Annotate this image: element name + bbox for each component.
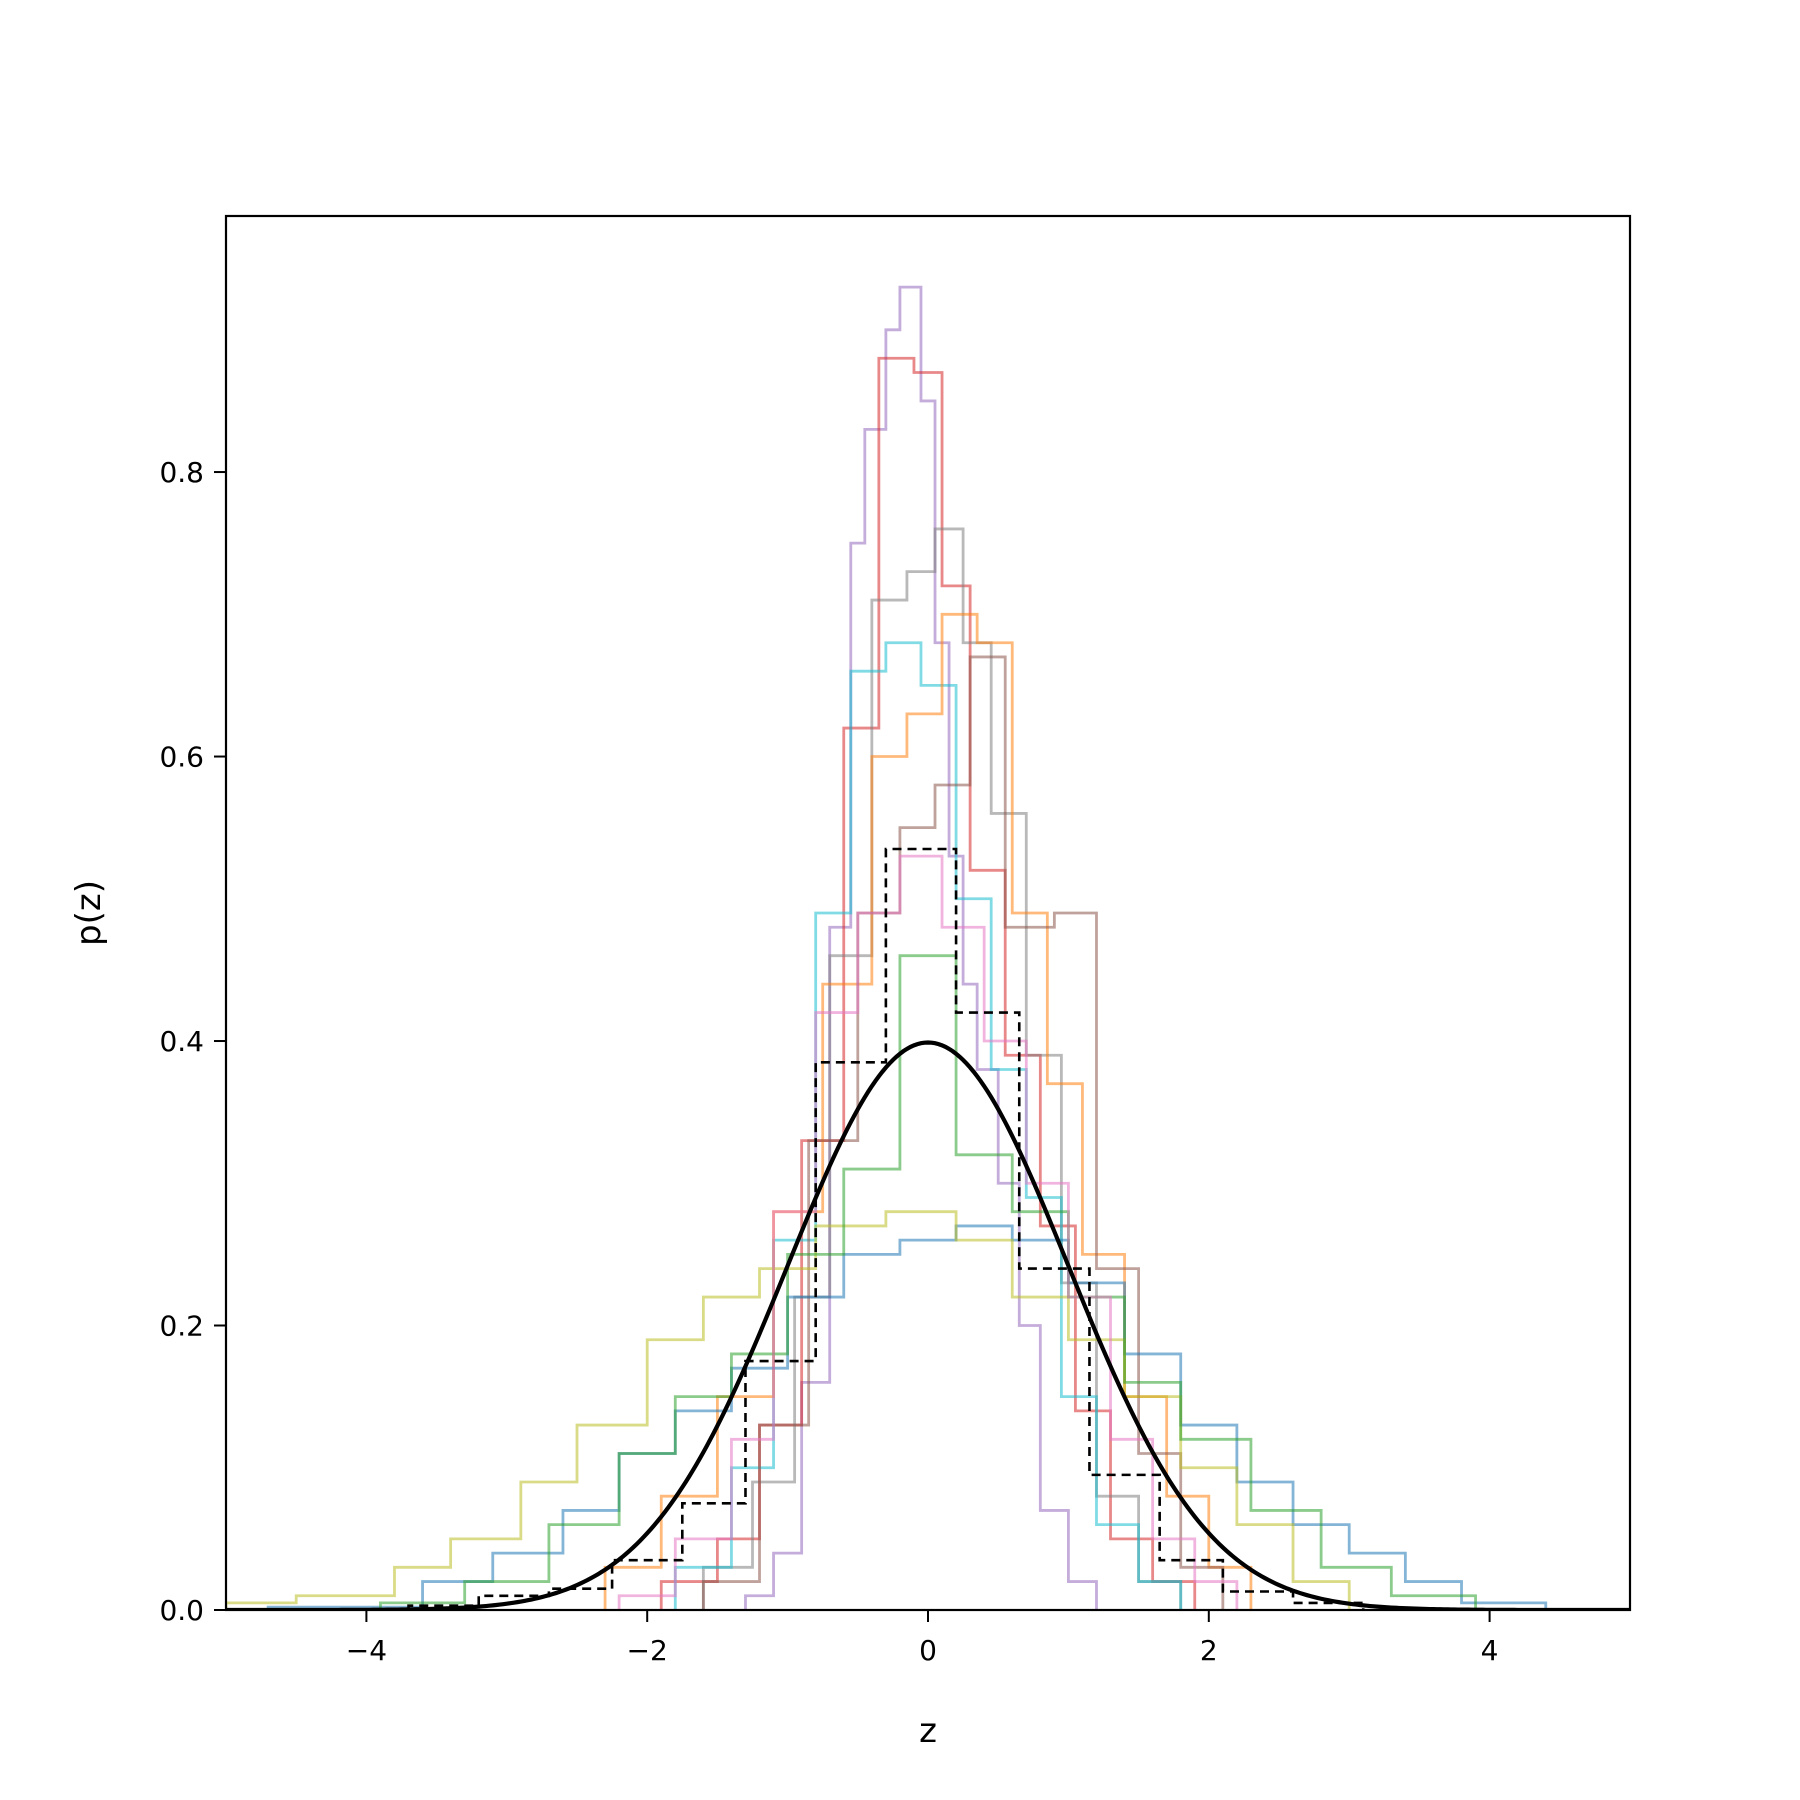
y-tick-label: 0.6 xyxy=(159,741,204,774)
y-tick-label: 0.0 xyxy=(159,1594,204,1627)
x-tick-label: −4 xyxy=(346,1634,387,1667)
histogram-series-2 xyxy=(659,356,1197,1610)
y-tick-label: 0.2 xyxy=(159,1310,204,1343)
x-tick-label: 2 xyxy=(1200,1634,1218,1667)
histogram-series-9 xyxy=(379,954,1477,1610)
x-tick-label: 0 xyxy=(919,1634,937,1667)
y-tick-label: 0.4 xyxy=(159,1025,204,1058)
x-tick-label: 4 xyxy=(1481,1634,1499,1667)
x-axis-label: z xyxy=(919,1711,937,1751)
x-axis: −4 −2 0 2 4 xyxy=(346,1610,1499,1667)
normal-pdf-curve xyxy=(226,1040,1630,1610)
histogram-series-3 xyxy=(701,527,1183,1610)
plot-frame xyxy=(224,214,1632,1612)
histogram-series-5 xyxy=(603,612,1253,1610)
histogram-series-1 xyxy=(744,285,1098,1610)
reference-histogram xyxy=(407,847,1365,1610)
histogram-series-7 xyxy=(266,1224,1548,1610)
y-tick-label: 0.8 xyxy=(159,456,204,489)
histogram-series-6 xyxy=(701,655,1225,1610)
x-tick-label: −2 xyxy=(627,1634,668,1667)
y-axis: 0.0 0.2 0.4 0.6 0.8 xyxy=(159,456,226,1627)
series-layer xyxy=(226,285,1630,1610)
y-axis-label: p(z) xyxy=(69,880,109,946)
histogram-series-4 xyxy=(673,641,1183,1610)
